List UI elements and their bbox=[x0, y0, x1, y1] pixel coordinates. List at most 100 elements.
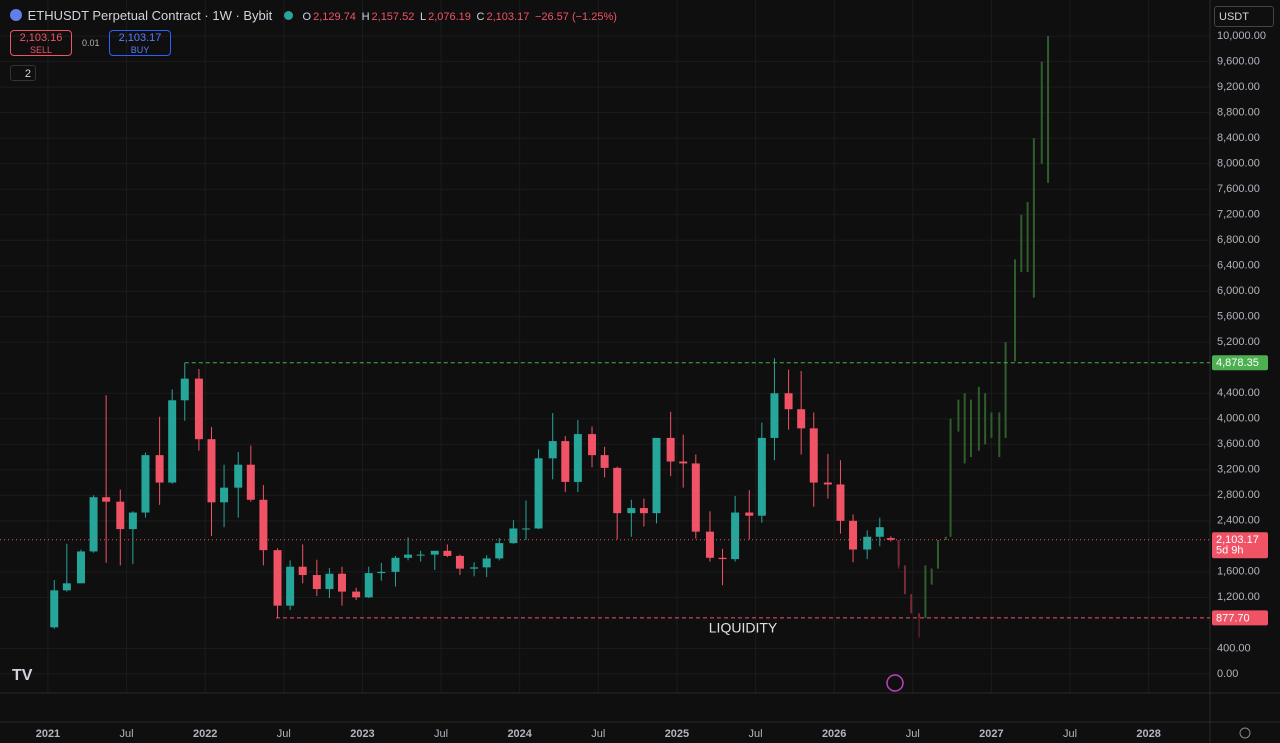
candle-body bbox=[455, 555, 464, 569]
y-tick-label: 9,200.00 bbox=[1217, 81, 1260, 93]
y-tick-label: 7,200.00 bbox=[1217, 209, 1260, 221]
y-tick-label: 2,400.00 bbox=[1217, 515, 1260, 527]
candle-body bbox=[391, 557, 400, 572]
x-tick-label: 2024 bbox=[507, 728, 532, 740]
y-tick-label: 8,400.00 bbox=[1217, 132, 1260, 144]
candle-body bbox=[823, 482, 832, 485]
candle-body bbox=[482, 558, 491, 568]
candle-body bbox=[246, 464, 255, 500]
price-badge-label: 877.70 bbox=[1216, 612, 1250, 624]
price-badge bbox=[1212, 610, 1268, 626]
status-dot bbox=[283, 11, 293, 20]
candle-body bbox=[1032, 138, 1035, 298]
candle-body bbox=[1026, 201, 1029, 273]
candle-body bbox=[809, 428, 818, 483]
buy-button[interactable]: 2,103.17 BUY bbox=[109, 30, 171, 56]
currency-select[interactable]: USDT bbox=[1214, 6, 1274, 27]
x-tick-label: 2025 bbox=[665, 728, 689, 740]
candle-body bbox=[613, 467, 622, 514]
candle-body bbox=[534, 458, 543, 529]
candle-body bbox=[679, 461, 688, 464]
candle-body bbox=[470, 567, 479, 569]
sell-button[interactable]: 2,103.16 SELL bbox=[10, 30, 72, 56]
candle-body bbox=[521, 528, 530, 530]
buy-price: 2,103.17 bbox=[118, 32, 162, 44]
candle-body bbox=[918, 613, 921, 618]
candle-body bbox=[903, 565, 906, 595]
candle-body bbox=[62, 583, 71, 591]
x-tick-label: 2022 bbox=[193, 728, 217, 740]
candle-body bbox=[666, 437, 675, 462]
candle-body bbox=[977, 386, 980, 451]
candle-body bbox=[128, 512, 137, 530]
candle-body bbox=[957, 399, 960, 432]
l-label: L bbox=[419, 11, 427, 23]
y-tick-label: 3,600.00 bbox=[1217, 438, 1260, 450]
candle-body bbox=[116, 501, 125, 530]
y-tick-label: 8,800.00 bbox=[1217, 107, 1260, 119]
candle-body bbox=[705, 531, 714, 558]
x-tick-label: 2027 bbox=[979, 728, 1003, 740]
candle-body bbox=[797, 409, 806, 429]
candle-body bbox=[50, 590, 59, 628]
coin-icon bbox=[10, 9, 22, 21]
c-label: C bbox=[476, 11, 485, 23]
candle-body bbox=[312, 575, 321, 590]
candle-body bbox=[600, 455, 609, 468]
indicator-toggle[interactable]: 2 bbox=[10, 65, 36, 81]
candle-body bbox=[234, 464, 243, 488]
candle-body bbox=[102, 497, 111, 502]
candle-body bbox=[430, 550, 439, 555]
svg-text:TV: TV bbox=[12, 667, 33, 684]
candle-body bbox=[639, 508, 648, 514]
candle-body bbox=[220, 487, 229, 503]
candle-body bbox=[495, 543, 504, 559]
candle-body bbox=[936, 539, 939, 569]
y-tick-label: 5,600.00 bbox=[1217, 311, 1260, 323]
candle-body bbox=[168, 400, 177, 483]
x-tick-label: Jul bbox=[120, 728, 134, 740]
candle-body bbox=[691, 463, 700, 532]
candle-body bbox=[863, 536, 872, 550]
candle-body bbox=[1014, 259, 1017, 362]
symbol[interactable]: ETHUSDT Perpetual Contract · 1W · Bybit bbox=[27, 8, 273, 23]
candle-body bbox=[757, 437, 766, 516]
candle-body bbox=[89, 497, 98, 552]
y-tick-label: 6,400.00 bbox=[1217, 260, 1260, 272]
candle-body bbox=[325, 573, 334, 590]
y-tick-label: 1,200.00 bbox=[1217, 591, 1260, 603]
candle-body bbox=[770, 393, 779, 438]
quantity: 0.01 bbox=[82, 38, 100, 48]
candle-body bbox=[286, 566, 295, 606]
candle-body bbox=[76, 551, 85, 584]
legend-header: ETHUSDT Perpetual Contract · 1W · Bybit … bbox=[10, 8, 619, 23]
x-tick-label: 2028 bbox=[1136, 728, 1160, 740]
candle-body bbox=[745, 512, 754, 516]
tv-logo: TV bbox=[12, 667, 33, 684]
candle-body bbox=[910, 594, 913, 614]
candle-body bbox=[897, 539, 900, 566]
settings-icon[interactable] bbox=[1239, 727, 1251, 739]
candle-body bbox=[731, 512, 740, 560]
y-tick-label: 400.00 bbox=[1217, 642, 1251, 654]
candle-body bbox=[180, 378, 189, 401]
candle-body bbox=[944, 536, 947, 540]
x-tick-label: 2023 bbox=[350, 728, 374, 740]
candle-body bbox=[141, 455, 150, 513]
candle-body bbox=[588, 434, 597, 456]
h-label: H bbox=[361, 11, 370, 23]
event-icon[interactable] bbox=[886, 674, 904, 692]
candle-body bbox=[963, 393, 966, 464]
x-tick-label: 2021 bbox=[36, 728, 60, 740]
candle-body bbox=[561, 441, 570, 482]
grid bbox=[0, 0, 1210, 693]
high: 2,157.52 bbox=[371, 11, 415, 23]
y-tick-label: 6,000.00 bbox=[1217, 285, 1260, 297]
close: 2,103.17 bbox=[486, 11, 530, 23]
candle-body bbox=[259, 499, 268, 551]
candle-body bbox=[155, 455, 164, 483]
candle-body bbox=[998, 412, 1001, 458]
buy-label: BUY bbox=[130, 45, 150, 55]
